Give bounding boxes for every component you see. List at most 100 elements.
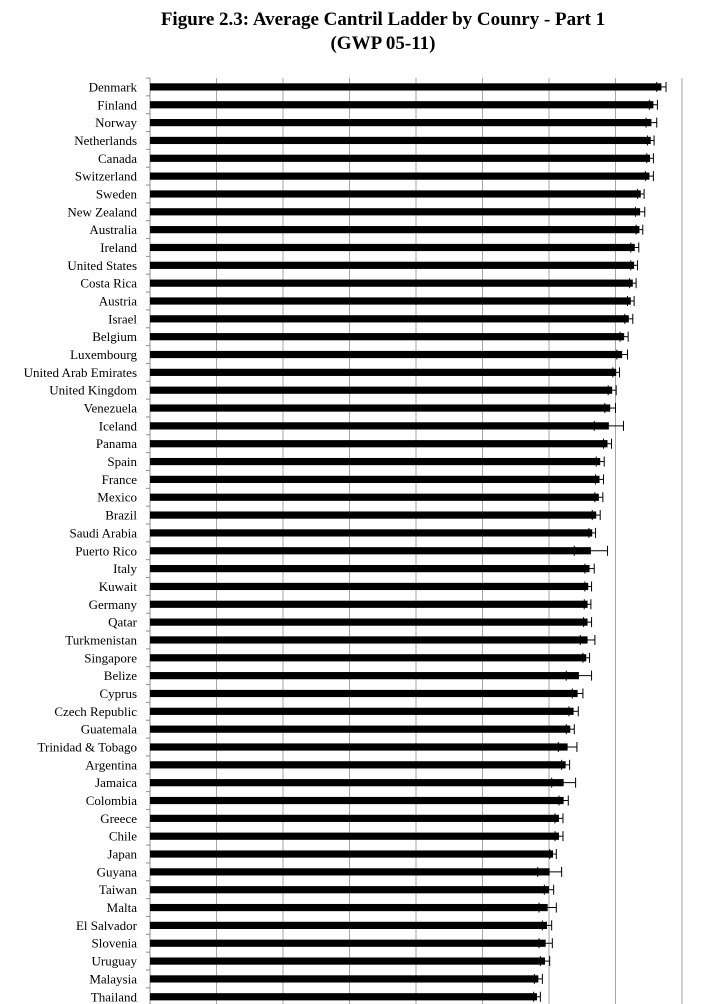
category-label: United States	[67, 258, 137, 273]
category-label: Sweden	[96, 186, 138, 201]
bar	[150, 814, 559, 822]
category-label: United Arab Emirates	[24, 365, 137, 380]
bar	[150, 457, 601, 466]
bar	[150, 261, 635, 269]
bar	[150, 582, 589, 591]
bar	[150, 993, 538, 1001]
bar	[150, 529, 593, 537]
category-label: Singapore	[84, 650, 137, 665]
category-label: Costa Rica	[80, 276, 137, 291]
bar	[150, 689, 578, 698]
category-label: Denmark	[89, 79, 138, 94]
category-label: Qatar	[108, 615, 138, 630]
category-label: Malta	[107, 900, 138, 915]
category-label: New Zealand	[67, 204, 137, 219]
bar	[150, 725, 571, 733]
category-label: Guyana	[97, 864, 138, 879]
bar	[150, 190, 641, 198]
bar	[150, 868, 550, 876]
chart-title-line-2: (GWP 05-11)	[330, 33, 436, 54]
category-label: Puerto Rico	[75, 543, 137, 558]
category-label: Finland	[97, 97, 137, 112]
bar	[150, 547, 591, 555]
bar	[150, 83, 662, 91]
bar	[150, 315, 629, 323]
bar	[150, 618, 588, 626]
bar	[150, 903, 548, 912]
bar	[150, 297, 631, 305]
category-label: Venezuela	[84, 401, 138, 416]
chart-title-line-1: Figure 2.3: Average Cantril Ladder by Co…	[160, 9, 606, 30]
bar	[150, 440, 608, 448]
category-label: Panama	[96, 436, 137, 451]
bar	[150, 226, 640, 234]
bar	[150, 101, 654, 109]
bar	[150, 350, 623, 359]
category-label: Slovenia	[92, 936, 138, 951]
category-label: Saudi Arabia	[69, 525, 137, 540]
bar	[150, 386, 613, 394]
bar	[150, 154, 651, 162]
category-label: Greece	[100, 811, 137, 826]
bar	[150, 119, 652, 127]
category-label: El Salvador	[76, 918, 138, 933]
bar	[150, 707, 574, 715]
category-label: France	[102, 472, 138, 487]
category-label: Spain	[107, 454, 137, 469]
bar	[150, 600, 588, 608]
category-label: Colombia	[86, 793, 138, 808]
category-label: Argentina	[85, 757, 137, 772]
category-label: Switzerland	[75, 169, 138, 184]
category-label: Czech Republic	[54, 704, 137, 719]
category-label: Belgium	[92, 329, 137, 344]
category-label: United Kingdom	[49, 383, 137, 398]
category-label: Canada	[98, 151, 137, 166]
bar	[150, 975, 539, 983]
bar	[150, 511, 597, 519]
category-label: Germany	[89, 597, 138, 612]
category-label: Brazil	[105, 508, 137, 523]
bar	[150, 672, 579, 680]
category-label: Australia	[89, 222, 137, 237]
bar	[150, 957, 546, 965]
category-label: Japan	[107, 847, 137, 862]
category-label: Israel	[108, 311, 137, 326]
category-label: Turkmenistan	[65, 632, 137, 647]
bar	[150, 368, 617, 376]
bar	[150, 422, 609, 430]
bar	[150, 850, 553, 858]
bar	[150, 333, 625, 341]
category-label: Mexico	[97, 490, 137, 505]
category-label: Cyprus	[99, 686, 137, 701]
category-label: Taiwan	[99, 882, 138, 897]
category-label: Malaysia	[89, 971, 137, 986]
bar	[150, 475, 600, 483]
category-label: Iceland	[99, 418, 138, 433]
category-label: Austria	[99, 294, 138, 309]
bar	[150, 136, 651, 145]
bar	[150, 493, 599, 501]
bar	[150, 243, 635, 252]
category-label: Thailand	[91, 989, 138, 1004]
category-label: Jamaica	[95, 775, 137, 790]
category-label: Kuwait	[99, 579, 138, 594]
category-label: Guatemala	[81, 722, 138, 737]
bar	[150, 779, 564, 787]
bar	[150, 636, 588, 644]
category-label: Uruguay	[92, 954, 138, 969]
category-label: Ireland	[100, 240, 137, 255]
category-label: Italy	[113, 561, 137, 576]
category-label: Trinidad & Tobago	[38, 740, 138, 755]
bar	[150, 654, 587, 662]
category-label: Belize	[104, 668, 137, 683]
bar	[150, 886, 549, 894]
bar	[150, 172, 650, 180]
category-label: Netherlands	[74, 133, 137, 148]
bar	[150, 404, 611, 412]
bar	[150, 743, 568, 751]
category-label: Chile	[109, 829, 137, 844]
bar	[150, 832, 559, 840]
bar	[150, 939, 546, 947]
bar	[150, 921, 548, 929]
